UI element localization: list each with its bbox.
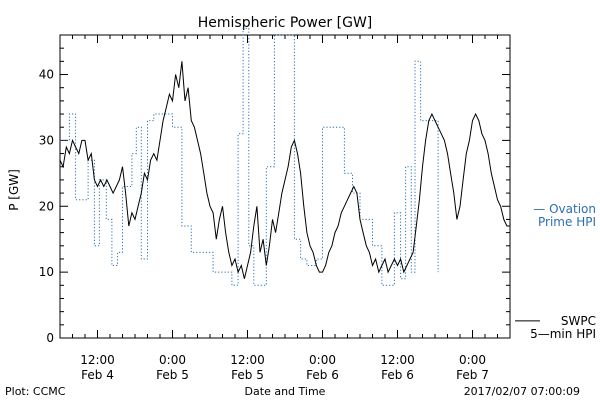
x-tick-time-label: 12:00 <box>80 353 115 367</box>
x-axis-label: Date and Time <box>245 385 326 398</box>
chart-title: Hemispheric Power [GW] <box>198 15 373 31</box>
legend-swpc: SWPC <box>561 314 596 328</box>
x-tick-time-label: 0:00 <box>309 353 336 367</box>
legend-ovation-prime: Prime HPI <box>538 215 596 229</box>
footer-plot-source: Plot: CCMC <box>5 385 66 398</box>
x-tick-time-label: 0:00 <box>159 353 186 367</box>
y-axis-ticks: 0 10 20 30 40 <box>39 34 510 345</box>
y-tick-label: 10 <box>39 265 54 279</box>
y-tick-label: 0 <box>46 331 54 345</box>
y-axis-label: P [GW] <box>7 169 21 211</box>
series-line-swpc <box>59 61 510 279</box>
legend-swpc: 5—min HPI <box>530 327 596 341</box>
y-tick-label: 40 <box>39 68 54 82</box>
x-tick-date-label: Feb 6 <box>306 368 339 382</box>
x-tick-date-label: Feb 5 <box>231 368 264 382</box>
y-tick-label: 20 <box>39 199 54 213</box>
footer-timestamp: 2017/02/07 07:00:09 <box>464 385 580 398</box>
y-tick-label: 30 <box>39 133 54 147</box>
x-tick-time-label: 0:00 <box>459 353 486 367</box>
x-tick-date-label: Feb 4 <box>81 368 114 382</box>
x-tick-date-label: Feb 7 <box>456 368 489 382</box>
legend-ovation-prime: — Ovation <box>533 202 596 216</box>
x-tick-time-label: 12:00 <box>380 353 415 367</box>
x-tick-time-label: 12:00 <box>230 353 265 367</box>
x-tick-date-label: Feb 5 <box>156 368 189 382</box>
x-tick-date-label: Feb 6 <box>381 368 414 382</box>
series-layer <box>59 27 510 286</box>
series-line-ovation-prime <box>60 27 439 286</box>
